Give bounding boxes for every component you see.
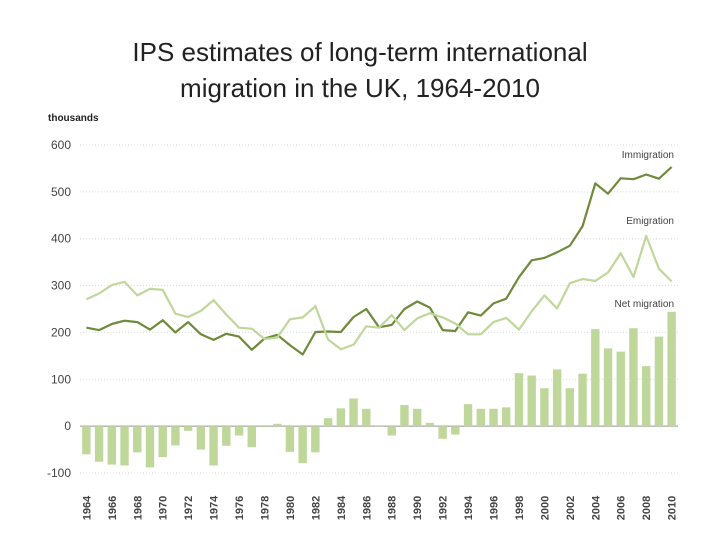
- x-tick-label: 1972: [183, 496, 195, 520]
- x-tick-label: 2006: [616, 496, 628, 520]
- net-migration-bar: [222, 426, 231, 446]
- slide-title: IPS estimates of long-term international…: [0, 34, 720, 106]
- net-migration-bar: [578, 373, 587, 427]
- x-tick-label: 2008: [641, 496, 653, 520]
- x-tick-label: 1998: [514, 496, 526, 520]
- net-migration-bar: [120, 426, 129, 466]
- net-migration-bar: [336, 408, 346, 427]
- net-migration-bar: [260, 426, 269, 428]
- net-migration-bar: [362, 408, 371, 427]
- net-migration-bar: [234, 426, 244, 436]
- x-tick-label: 1984: [336, 495, 348, 520]
- net-migration-bar: [540, 388, 549, 427]
- x-tick-label: 1968: [132, 496, 144, 520]
- net-migration-bar: [374, 426, 384, 427]
- net-migration-bar: [603, 348, 613, 427]
- y-tick-label: 200: [51, 325, 71, 339]
- x-tick-label: 1986: [361, 496, 373, 520]
- y-tick-label: 600: [51, 138, 71, 152]
- x-tick-label: 1966: [107, 496, 119, 520]
- net-migration-bar: [171, 426, 180, 446]
- y-unit-label: thousands: [48, 113, 99, 124]
- net-migration-bar: [311, 426, 320, 453]
- net-migration-bar: [438, 426, 447, 439]
- net-migration-bar: [451, 426, 460, 435]
- net-migration-bar: [349, 398, 358, 427]
- net-migration-bar: [209, 426, 218, 466]
- net-migration-bar: [145, 426, 155, 468]
- x-tick-label: 2002: [565, 496, 577, 520]
- net-migration-bar: [527, 375, 536, 427]
- y-tick-label: 400: [51, 232, 71, 246]
- net-migration-bar: [298, 426, 307, 464]
- net-migration-bar: [641, 366, 651, 427]
- x-tick-label: 1994: [463, 495, 475, 520]
- net-migration-bar: [273, 423, 282, 427]
- x-tick-label: 1988: [387, 496, 399, 520]
- net-migration-bar: [387, 426, 396, 436]
- x-tick-label: 1976: [234, 496, 246, 520]
- title-line-1: IPS estimates of long-term international: [132, 37, 588, 67]
- immigration-label: Immigration: [622, 150, 674, 161]
- net-migration-bar: [489, 408, 498, 427]
- net-migration-bar: [565, 388, 575, 427]
- net-migration-bar: [502, 407, 511, 427]
- net-migration-bar: [476, 408, 485, 427]
- x-tick-label: 2010: [667, 496, 679, 520]
- y-tick-label: -100: [47, 466, 71, 480]
- y-tick-label: 500: [51, 185, 71, 199]
- net-migration-bar: [591, 329, 600, 427]
- title-line-2: migration in the UK, 1964-2010: [180, 73, 540, 103]
- net-migration-bar: [158, 426, 167, 458]
- net-migration-bar: [514, 373, 524, 427]
- net-migration-bar: [196, 426, 206, 450]
- net-migration-bar: [183, 426, 193, 431]
- net-migration-bar: [323, 418, 333, 427]
- net-migration-bar: [400, 405, 409, 427]
- y-tick-label: 300: [51, 279, 71, 293]
- net-migration-bar: [94, 426, 104, 462]
- emigration-label: Emigration: [626, 216, 674, 227]
- net-migration-bar: [667, 311, 676, 427]
- net-migration-bar: [107, 426, 117, 465]
- x-tick-label: 1996: [489, 496, 501, 520]
- y-tick-label: 0: [64, 419, 71, 433]
- net-migration-bar: [425, 422, 435, 427]
- emigration-line: [85, 234, 673, 351]
- net-migration-bar: [654, 336, 664, 427]
- x-tick-label: 1970: [158, 496, 170, 520]
- x-tick-label: 1974: [209, 495, 221, 520]
- net-migration-bar: [616, 351, 625, 427]
- net-migration-bar: [247, 426, 256, 448]
- x-tick-label: 1964: [81, 495, 93, 520]
- net-migration-bar: [133, 426, 142, 453]
- x-tick-label: 1990: [412, 496, 424, 520]
- net-migration-bar: [629, 328, 638, 427]
- y-tick-label: 100: [51, 372, 71, 386]
- x-tick-label: 1980: [285, 496, 297, 520]
- x-tick-label: 2004: [590, 495, 602, 520]
- net-migration-bar: [82, 426, 91, 455]
- x-tick-label: 1982: [310, 496, 322, 520]
- x-tick-label: 2000: [539, 496, 551, 520]
- x-tick-label: 1992: [438, 496, 450, 520]
- net-migration-bar: [552, 369, 562, 427]
- net-migration-bar: [412, 408, 422, 427]
- net-migration-bar: [463, 404, 473, 427]
- net-migration-bar: [285, 426, 295, 452]
- x-tick-label: 1978: [259, 496, 271, 520]
- net-migration-label: Net migration: [615, 299, 674, 310]
